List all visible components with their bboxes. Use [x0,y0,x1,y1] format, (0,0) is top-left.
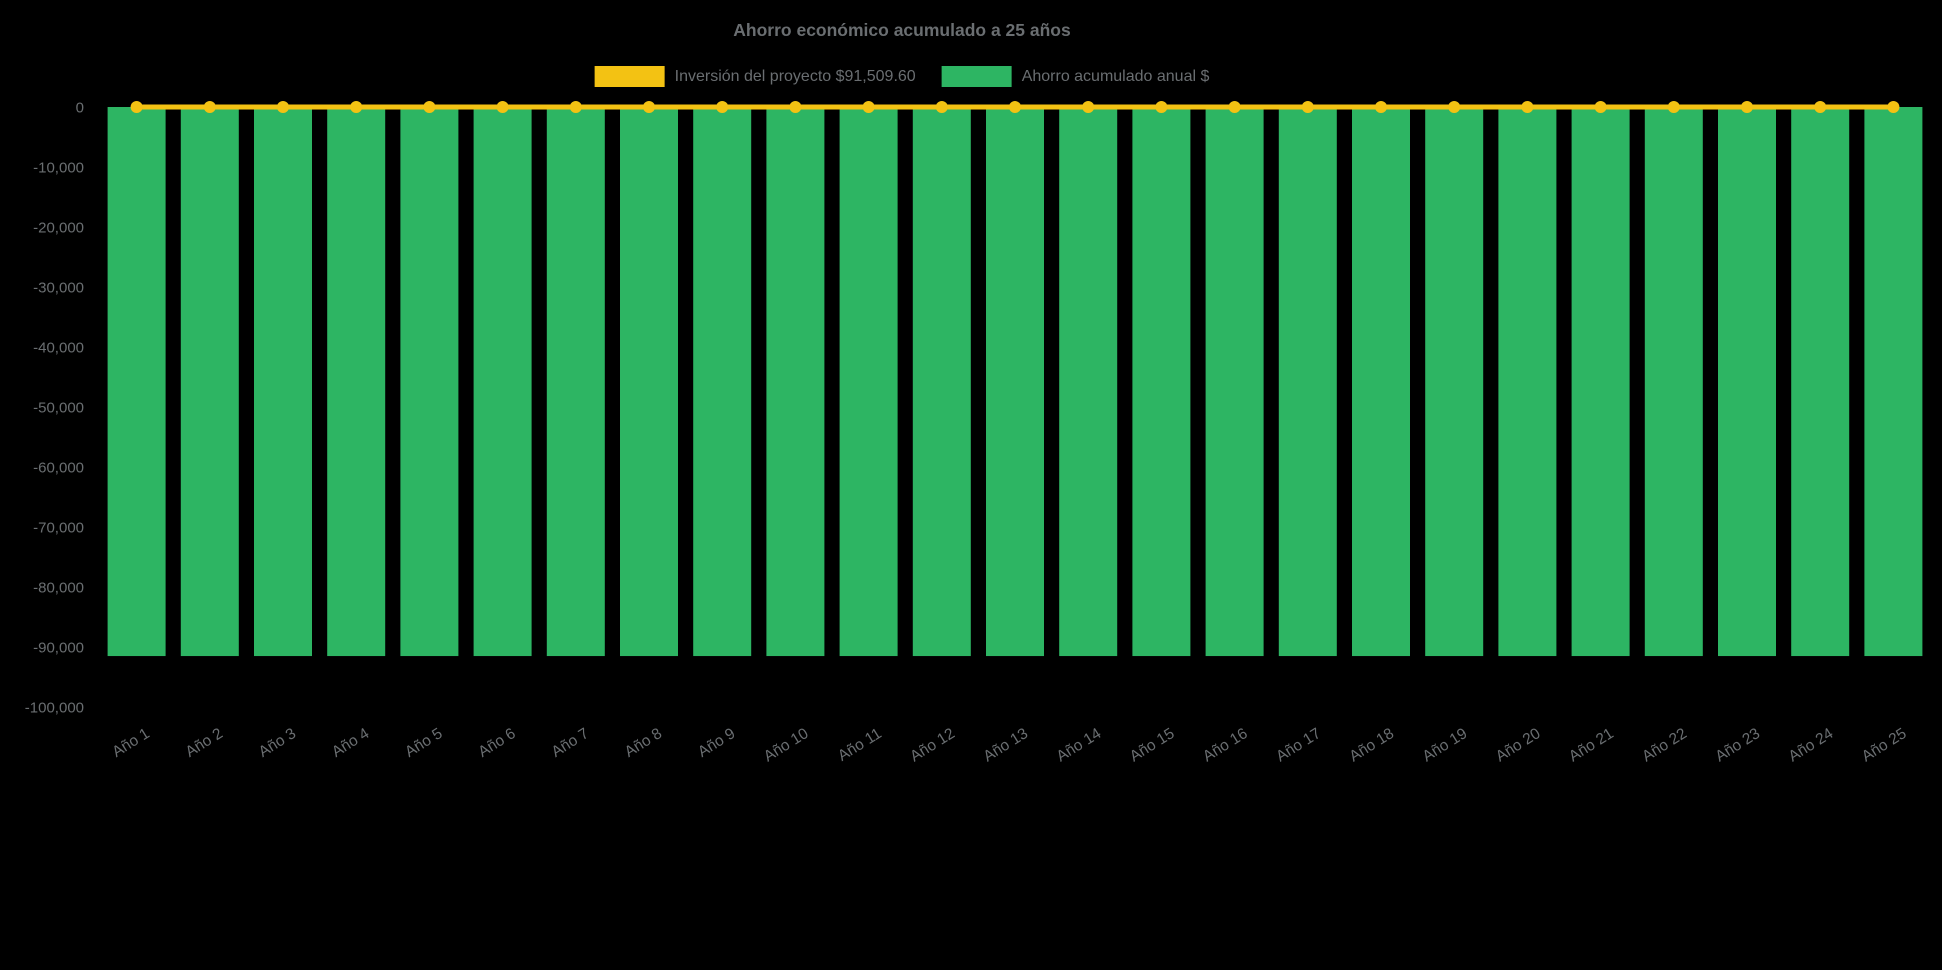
x-tick-label: Año 2 [183,725,226,761]
bar [912,107,971,657]
x-tick-label: Año 16 [1200,725,1251,765]
x-tick-label: Año 7 [549,725,592,761]
line-marker-icon [1667,101,1680,113]
x-tick-label: Año 21 [1566,725,1617,765]
line-marker-icon [789,101,802,113]
x-tick-label: Año 10 [761,725,812,766]
y-tick-label: -20,000 [33,220,84,237]
bar [1791,107,1850,657]
x-tick-label: Año 1 [109,725,152,761]
bar [693,107,752,657]
line-marker-icon [203,101,216,113]
y-tick-label: -70,000 [33,520,84,537]
bar [1718,107,1776,657]
bar [1059,107,1118,657]
x-tick-label: Año 5 [402,725,445,761]
y-tick-label: -10,000 [33,160,84,177]
line-marker-icon [935,101,948,113]
y-tick-label: -40,000 [33,340,84,357]
bar [1205,107,1264,657]
bar [1644,107,1703,657]
y-tick-label: 0 [76,100,84,117]
bar [1352,107,1410,657]
line-marker-icon [1301,101,1314,113]
x-tick-label: Año 18 [1346,725,1397,765]
chart-title: Ahorro económico acumulado a 25 años [733,20,1071,40]
legend-swatch-savings-icon [941,66,1012,87]
bar [1425,107,1484,657]
line-marker-icon [1082,101,1095,113]
line-marker-icon [716,101,729,113]
bar [473,107,532,657]
legend: Inversión del proyecto $91,509.60 Ahorro… [594,66,1210,87]
line-marker-icon [350,101,363,113]
line-marker-icon [569,101,582,113]
bar [327,107,386,657]
line-marker-icon [277,101,289,113]
bar [1132,107,1191,657]
line-marker-icon [1887,101,1900,113]
bar [1278,107,1337,657]
line-marker-icon [1375,101,1387,113]
bar [839,107,898,657]
bar [1498,107,1557,657]
legend-label-investment: Inversión del proyecto $91,509.60 [674,67,916,85]
x-tick-label: Año 9 [695,725,738,761]
line-marker-icon [1521,101,1534,113]
x-tick-label: Año 17 [1273,725,1324,765]
bar [546,107,605,657]
bar [107,107,166,657]
line-marker-icon [643,101,655,113]
x-tick-label: Año 22 [1639,725,1690,765]
x-tick-label: Año 14 [1054,725,1105,766]
x-tick-label: Año 25 [1859,725,1910,765]
bar [1571,107,1630,657]
x-tick-label: Año 13 [980,725,1031,765]
y-tick-label: -100,000 [25,700,84,717]
y-tick-label: -60,000 [33,460,84,477]
bar [766,107,825,657]
line-marker-icon [1448,101,1461,113]
x-tick-label: Año 6 [475,725,518,761]
x-tick-label: Año 23 [1712,725,1763,765]
legend-item-savings[interactable]: Ahorro acumulado anual $ [941,66,1210,87]
line-marker-icon [130,101,143,113]
legend-label-savings: Ahorro acumulado anual $ [1021,67,1210,85]
x-tick-label: Año 11 [835,725,885,765]
x-tick-label: Año 24 [1786,725,1837,766]
line-marker-icon [862,101,875,113]
line-marker-icon [1009,101,1021,113]
line-marker-icon [1155,101,1168,113]
y-tick-label: -90,000 [33,640,84,657]
y-tick-label: -50,000 [33,400,84,417]
line-marker-icon [1228,101,1241,113]
x-tick-label: Año 12 [907,725,958,765]
line-marker-icon [423,101,436,113]
x-tick-label: Año 3 [256,725,299,761]
bar [254,107,312,657]
line-marker-icon [1594,101,1607,113]
bar [986,107,1044,657]
legend-item-investment[interactable]: Inversión del proyecto $91,509.60 [594,66,916,87]
bar [400,107,459,657]
x-tick-label: Año 19 [1420,725,1471,765]
x-tick-label: Año 8 [622,725,665,761]
legend-swatch-investment-icon [594,66,665,87]
bar [180,107,239,657]
bar [620,107,678,657]
x-tick-label: Año 4 [329,725,373,761]
y-tick-label: -30,000 [33,280,84,297]
line-marker-icon [1814,101,1827,113]
x-tick-label: Año 20 [1493,725,1544,766]
x-tick-label: Año 15 [1127,725,1178,765]
y-tick-label: -80,000 [33,580,84,597]
line-marker-icon [1741,101,1753,113]
line-marker-icon [496,101,509,113]
bar [1864,107,1923,657]
